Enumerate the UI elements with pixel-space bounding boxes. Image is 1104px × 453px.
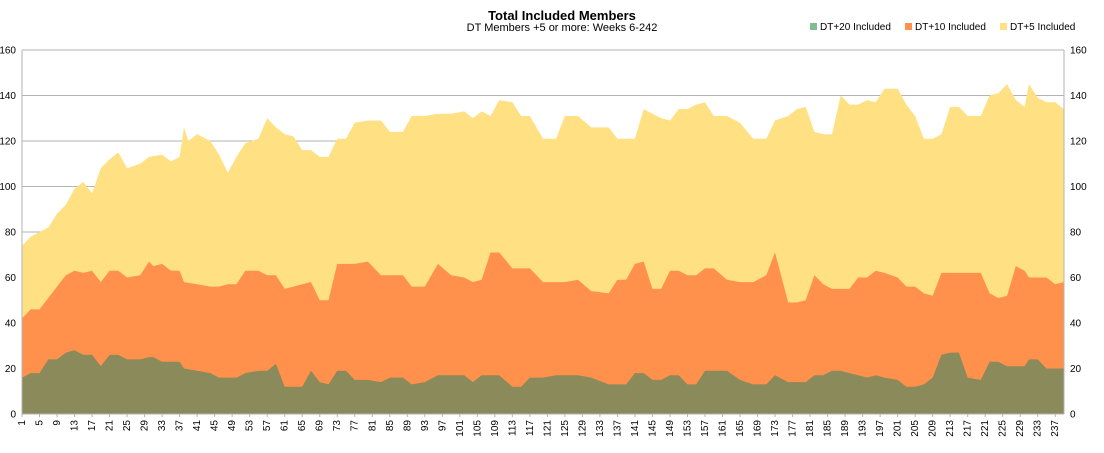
- chart-title: Total Included Members: [488, 8, 636, 23]
- x-tick-label: 137: [612, 420, 623, 437]
- x-tick-label: 25: [122, 420, 133, 432]
- x-tick-label: 53: [245, 420, 256, 432]
- chart-subtitle: DT Members +5 or more: Weeks 6-242: [467, 22, 658, 34]
- x-tick-label: 1: [17, 420, 28, 426]
- x-tick-label: 209: [928, 420, 939, 437]
- x-tick-label: 21: [105, 420, 116, 432]
- y-tick-label-right: 0: [1070, 410, 1076, 421]
- x-tick-label: 105: [472, 420, 483, 437]
- x-tick-label: 129: [577, 420, 588, 437]
- y-tick-label-left: 80: [5, 228, 17, 239]
- series-area-dt-10-included: [22, 252, 1064, 414]
- x-tick-label: 185: [823, 420, 834, 437]
- y-tick-label-right: 20: [1070, 364, 1082, 375]
- x-tick-label: 73: [332, 420, 343, 432]
- x-tick-label: 177: [788, 420, 799, 437]
- x-tick-label: 165: [735, 420, 746, 437]
- y-tick-label-right: 80: [1070, 228, 1082, 239]
- x-tick-label: 237: [1050, 420, 1061, 437]
- x-tick-label: 221: [980, 420, 991, 437]
- y-tick-label-right: 120: [1070, 137, 1087, 148]
- y-tick-label-left: 60: [5, 273, 17, 284]
- x-tick-label: 133: [595, 420, 606, 437]
- x-tick-label: 45: [210, 420, 221, 432]
- y-tick-label-left: 0: [10, 410, 16, 421]
- x-tick-label: 161: [718, 420, 729, 437]
- x-tick-label: 61: [280, 420, 291, 432]
- x-tick-label: 89: [402, 420, 413, 432]
- x-tick-label: 101: [455, 420, 466, 437]
- x-tick-label: 109: [490, 420, 501, 437]
- x-tick-label: 93: [420, 420, 431, 432]
- x-tick-label: 33: [157, 420, 168, 432]
- x-tick-label: 121: [542, 420, 553, 437]
- axes: [21, 50, 1065, 415]
- y-tick-label-left: 120: [0, 137, 16, 148]
- x-tick-label: 113: [507, 420, 518, 436]
- x-tick-label: 141: [630, 420, 641, 437]
- x-tick-label: 37: [175, 420, 186, 432]
- y-tick-label-right: 100: [1070, 182, 1087, 193]
- legend: DT+20 Included DT+10 Included DT+5 Include…: [810, 22, 1075, 33]
- x-tick-label: 181: [805, 420, 816, 437]
- x-tick-label: 17: [87, 420, 98, 432]
- series-area-dt-20-included: [22, 350, 1064, 414]
- x-tick-label: 69: [315, 420, 326, 432]
- y-tick-label-right: 140: [1070, 91, 1087, 102]
- x-axis: 1 5 9 13 17 21 25 29 33 37 41 45 49 53 57 61 65 69 73 77 81 8…: [17, 414, 1061, 437]
- legend-label: DT+10 Included: [915, 22, 986, 33]
- x-tick-label: 233: [1033, 420, 1044, 437]
- x-tick-label: 85: [385, 420, 396, 432]
- x-tick-label: 169: [753, 420, 764, 437]
- x-tick-label: 65: [297, 420, 308, 432]
- legend-label: DT+5 Included: [1010, 22, 1075, 33]
- x-tick-label: 81: [367, 420, 378, 432]
- legend-swatch: [905, 23, 912, 30]
- legend-label: DT+20 Included: [820, 22, 891, 33]
- legend-swatch: [1000, 23, 1007, 30]
- x-tick-label: 197: [875, 420, 886, 437]
- x-tick-label: 229: [1015, 420, 1026, 437]
- x-tick-label: 145: [647, 420, 658, 437]
- x-tick-label: 201: [893, 420, 904, 437]
- x-tick-label: 205: [910, 420, 921, 437]
- x-tick-label: 13: [70, 420, 81, 432]
- series-areas: [22, 84, 1064, 414]
- x-tick-label: 193: [858, 420, 869, 437]
- x-tick-label: 125: [560, 420, 571, 437]
- y-axis-left: 0 20 40 60 80 100 120 140 160: [0, 46, 16, 421]
- x-tick-label: 9: [52, 420, 63, 426]
- x-tick-label: 157: [700, 420, 711, 437]
- legend-swatch: [810, 23, 817, 30]
- x-tick-label: 77: [350, 420, 361, 432]
- x-tick-label: 189: [840, 420, 851, 437]
- x-tick-label: 5: [35, 420, 46, 426]
- x-tick-label: 153: [682, 420, 693, 437]
- x-tick-label: 225: [998, 420, 1009, 437]
- y-tick-label-right: 60: [1070, 273, 1082, 284]
- x-tick-label: 149: [665, 420, 676, 437]
- x-tick-label: 97: [437, 420, 448, 432]
- x-tick-label: 213: [945, 420, 956, 437]
- y-tick-label-right: 40: [1070, 319, 1082, 330]
- x-tick-label: 217: [963, 420, 974, 437]
- x-tick-label: 173: [770, 420, 781, 437]
- y-axis-right: 0 20 40 60 80 100 120 140 160: [1070, 46, 1087, 421]
- x-tick-label: 29: [140, 420, 151, 432]
- y-tick-label-left: 140: [0, 91, 16, 102]
- x-tick-label: 57: [262, 420, 273, 432]
- y-tick-label-left: 100: [0, 182, 16, 193]
- y-tick-label-left: 20: [5, 364, 17, 375]
- y-tick-label-left: 160: [0, 46, 16, 57]
- y-tick-label-left: 40: [5, 319, 17, 330]
- x-tick-label: 117: [525, 420, 536, 436]
- y-tick-label-right: 160: [1070, 46, 1087, 57]
- x-tick-label: 49: [227, 420, 238, 432]
- x-tick-label: 41: [192, 420, 203, 432]
